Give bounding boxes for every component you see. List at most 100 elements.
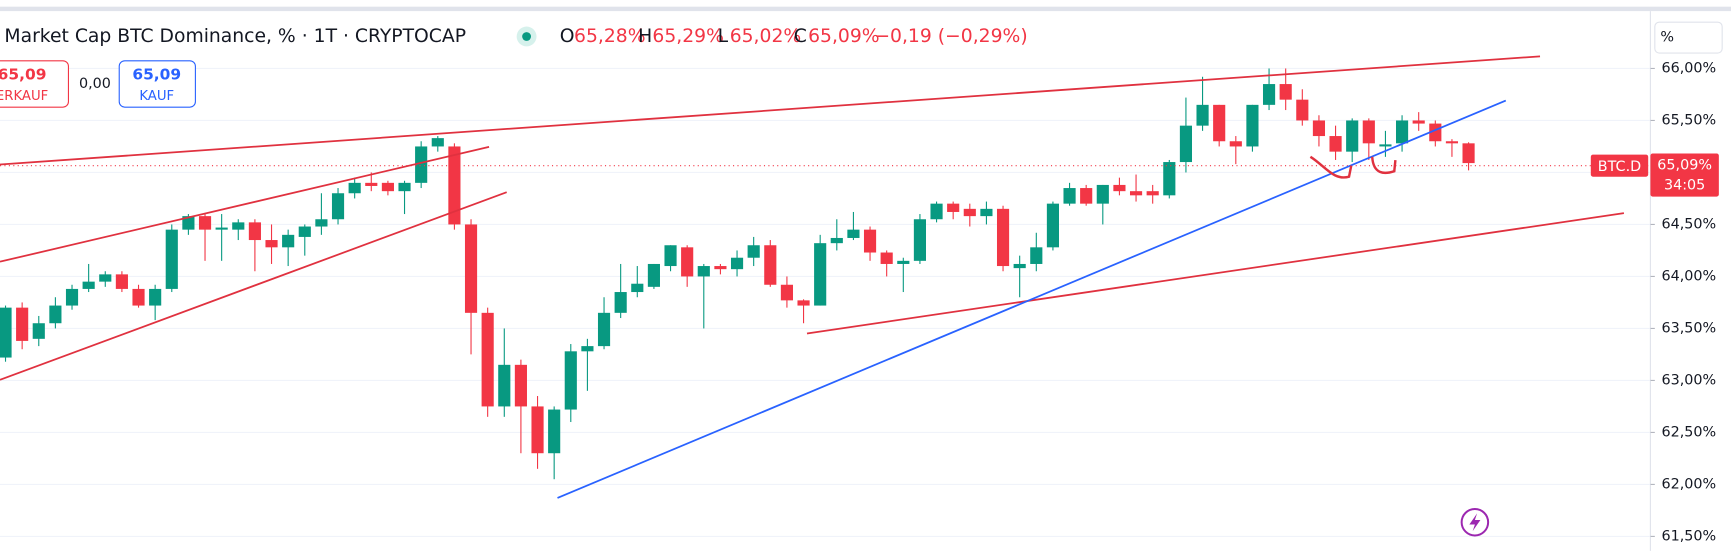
candle-body <box>1312 120 1326 137</box>
legend-header: Market Cap BTC Dominance, % · 1T · CRYPT… <box>4 26 1027 47</box>
candle-body <box>298 226 311 237</box>
buy-button[interactable] <box>118 60 196 108</box>
price-tag: BTC.D 65,09% 34:05 <box>1590 153 1719 197</box>
ohlc-value: 65,29% <box>652 26 724 47</box>
candle-body <box>415 146 428 183</box>
lightning-button[interactable] <box>1460 507 1490 537</box>
candle-body <box>631 283 644 293</box>
buy-price: 65,09 <box>132 66 181 84</box>
candle-body <box>1179 125 1193 163</box>
candle-body <box>863 229 877 253</box>
candle-body <box>49 305 62 324</box>
chart-title: Market Cap BTC Dominance, % · 1T · CRYPT… <box>4 26 466 47</box>
candle-body <box>82 281 95 289</box>
candle-body <box>1362 120 1375 144</box>
candle-body <box>597 312 611 347</box>
candle-body <box>1046 203 1060 248</box>
status-dot <box>522 32 532 41</box>
ohlc-label: H <box>638 26 652 47</box>
candle-body <box>282 234 295 248</box>
candle-body <box>1296 99 1309 121</box>
ohlc-change: −0,19 (−0,29%) <box>874 26 1027 47</box>
candle-body <box>0 307 12 358</box>
candle-body <box>1229 141 1242 147</box>
ohlc-value: 65,02% <box>730 26 802 47</box>
candle-body <box>1030 247 1043 264</box>
candle-body <box>32 323 45 339</box>
candle-body <box>531 406 544 454</box>
candle-body <box>980 208 993 217</box>
ohlc-value: 65,28% <box>574 26 646 47</box>
y-tick-label: 63,50% <box>1661 320 1716 336</box>
trendline <box>0 55 1541 166</box>
y-tick-label: 62,00% <box>1661 476 1716 492</box>
buy-label: KAUF <box>139 89 174 104</box>
candle-body <box>248 222 261 241</box>
candle-body <box>913 219 926 261</box>
candle-body <box>897 260 910 264</box>
candle-body <box>1163 162 1176 196</box>
candle-body <box>947 203 960 212</box>
candle-body <box>514 364 527 407</box>
y-tick-label: 63,00% <box>1661 372 1716 388</box>
candle-body <box>1379 144 1392 147</box>
candle-body <box>65 288 79 306</box>
candle-body <box>1246 104 1259 147</box>
candle-body <box>1346 120 1359 152</box>
candle-body <box>315 219 328 227</box>
countdown: 34:05 <box>1664 178 1705 194</box>
candle-body <box>996 208 1010 267</box>
candle-body <box>548 409 561 454</box>
y-tick-label: 65,50% <box>1661 112 1716 128</box>
sell-price: 65,09 <box>0 66 47 84</box>
candle-body <box>431 138 444 147</box>
y-tick-label: 61,50% <box>1661 528 1716 544</box>
candle-body <box>115 274 128 289</box>
candle-body <box>149 288 162 306</box>
ohlc-label: O <box>560 26 575 47</box>
candle-body <box>814 243 827 306</box>
trade-buttons: 65,09 ERKAUF 0,00 65,09 KAUF <box>0 60 196 108</box>
candle-body <box>1013 263 1026 269</box>
candle-body <box>780 284 793 301</box>
y-tick-label: 64,00% <box>1661 268 1716 284</box>
y-tick-label: 66,00% <box>1661 60 1716 76</box>
hook-drawing <box>1371 156 1397 175</box>
candle-body <box>930 203 943 220</box>
candle-body <box>681 247 694 277</box>
candle-body <box>1262 84 1276 105</box>
candle-body <box>398 182 411 192</box>
candle-body <box>730 257 744 270</box>
candle-body <box>464 224 478 313</box>
unit-button[interactable] <box>1654 21 1723 54</box>
symbol-tag <box>1590 154 1649 177</box>
candle-body <box>963 208 976 217</box>
candle-body <box>365 182 378 186</box>
candle-body <box>1196 104 1209 126</box>
candle-body <box>847 229 860 238</box>
sell-button[interactable] <box>0 60 69 108</box>
candle-body <box>498 364 511 407</box>
spread: 0,00 <box>79 76 111 92</box>
candle-body <box>797 300 810 306</box>
ohlc-label: L <box>718 26 729 47</box>
trendline <box>0 191 508 381</box>
trendline <box>557 99 1507 499</box>
top-border <box>0 6 1731 12</box>
candle-body <box>1213 104 1226 142</box>
candle-body <box>1080 188 1093 204</box>
axis-unit: % <box>1660 30 1674 46</box>
trendline <box>806 212 1625 335</box>
candle-body <box>215 227 228 230</box>
candle-body <box>1329 136 1342 152</box>
candle-body <box>747 245 760 258</box>
candle-body <box>348 182 361 194</box>
candle-body <box>1113 184 1126 192</box>
candle-body <box>232 222 245 230</box>
y-tick-label: 62,50% <box>1661 424 1716 440</box>
candle-body <box>830 237 843 244</box>
lightning-icon <box>1469 513 1481 532</box>
candle-body <box>581 346 594 352</box>
